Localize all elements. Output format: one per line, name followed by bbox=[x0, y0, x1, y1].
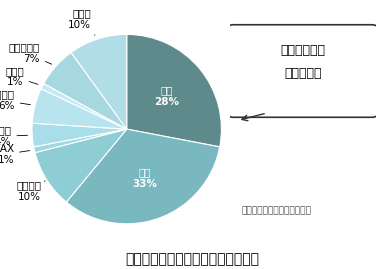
Wedge shape bbox=[44, 52, 127, 129]
Text: エレベータ
7%: エレベータ 7% bbox=[9, 42, 52, 64]
Text: 冷蔵庫
1%: 冷蔵庫 1% bbox=[5, 66, 38, 87]
Text: プリンタ
4%: プリンタ 4% bbox=[0, 126, 28, 147]
Wedge shape bbox=[71, 34, 127, 129]
Wedge shape bbox=[66, 129, 220, 224]
Text: その他
10%: その他 10% bbox=[68, 8, 95, 35]
Wedge shape bbox=[32, 89, 127, 129]
Wedge shape bbox=[35, 129, 127, 202]
Wedge shape bbox=[32, 123, 127, 147]
Text: コピー機
6%: コピー機 6% bbox=[0, 90, 30, 111]
Text: FAX
1%: FAX 1% bbox=[0, 144, 30, 165]
Text: 出典：資源エネルギー庁推計: 出典：資源エネルギー庁推計 bbox=[242, 206, 312, 215]
FancyBboxPatch shape bbox=[227, 25, 378, 117]
Text: 照明の割合が
最も大きい: 照明の割合が 最も大きい bbox=[281, 44, 326, 80]
Text: 空調
28%: 空調 28% bbox=[154, 85, 179, 107]
Text: 照明
33%: 照明 33% bbox=[132, 167, 157, 189]
Text: パソコン
10%: パソコン 10% bbox=[17, 180, 45, 202]
Wedge shape bbox=[34, 129, 127, 153]
Wedge shape bbox=[41, 83, 127, 129]
Wedge shape bbox=[127, 34, 222, 147]
Text: 冬期オフィスビルにおける電力消費: 冬期オフィスビルにおける電力消費 bbox=[125, 252, 259, 266]
